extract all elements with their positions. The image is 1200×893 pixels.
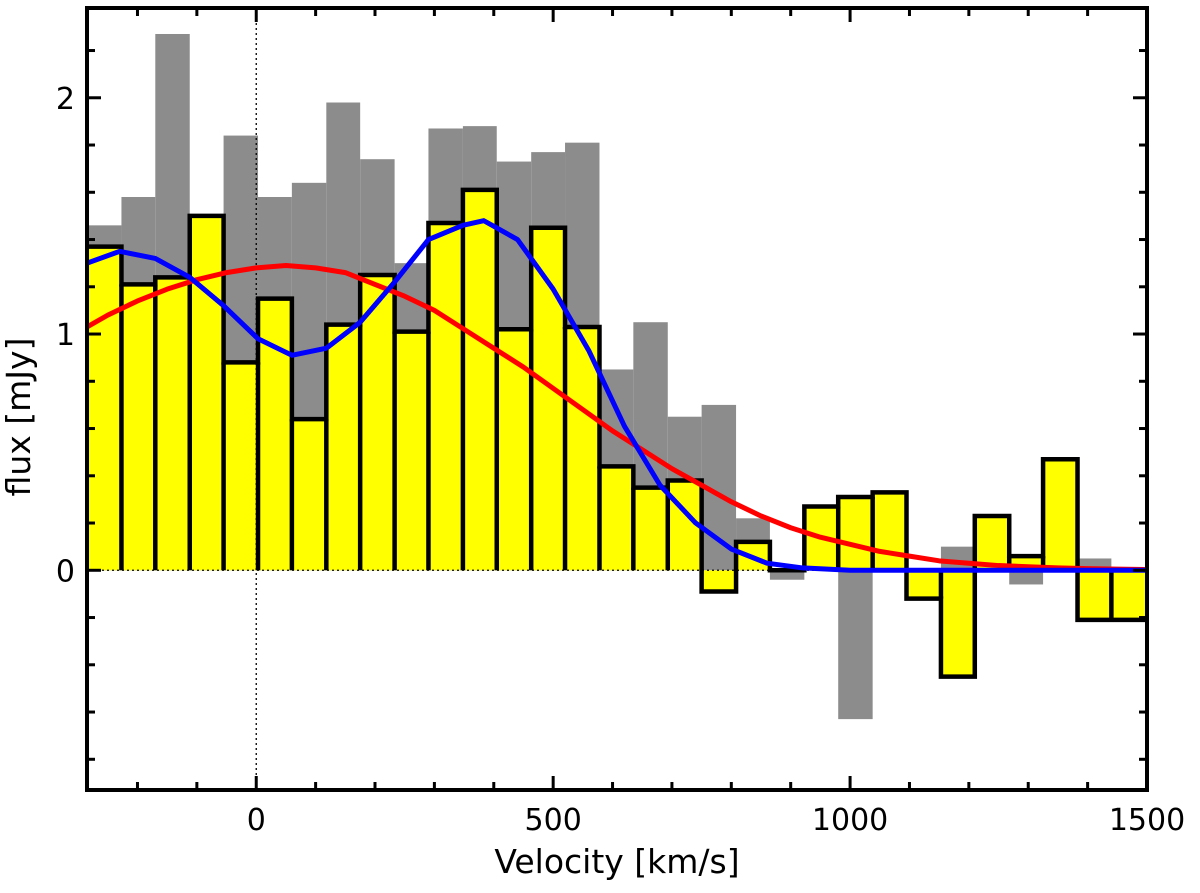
yellow-bar (291, 419, 327, 571)
gray-bar (1077, 558, 1112, 571)
yellow-bar (701, 570, 737, 592)
yellow-bar (599, 466, 634, 571)
axes: 0 500 1000 1500 0 1 2 (56, 6, 1185, 838)
x-tick-label: 0 (247, 803, 266, 838)
step-outline (87, 187, 1147, 679)
yellow-bar (223, 362, 259, 571)
yellow-bar (1043, 459, 1078, 571)
yellow-bar (496, 329, 532, 571)
gray-bar (940, 546, 975, 571)
plot-area (87, 8, 1147, 790)
yellow-bar (940, 570, 975, 677)
x-tick-label: 500 (525, 803, 582, 838)
yellow-bar (189, 215, 224, 571)
yellow-bar (838, 497, 873, 571)
yellow-bar (974, 515, 1010, 571)
y-tick-label: 0 (56, 554, 75, 589)
x-axis-label: Velocity [km/s] (494, 842, 739, 881)
y-tick-label: 1 (56, 318, 75, 353)
blue-fit-line (87, 218, 1147, 573)
yellow-bar (326, 324, 361, 571)
gray-bar (769, 570, 805, 580)
yellow-bar (394, 331, 429, 571)
yellow-bar (155, 277, 190, 571)
yellow-bar (462, 189, 497, 571)
yellow-bar (87, 246, 122, 571)
gray-bar (838, 570, 873, 720)
y-tick-label: 2 (56, 82, 75, 117)
yellow-bar (565, 326, 600, 571)
yellow-bar (428, 222, 463, 571)
x-tick-label: 1000 (812, 803, 888, 838)
yellow-bar (872, 492, 907, 571)
gray-bar (1009, 570, 1044, 585)
yellow-bar (633, 487, 668, 571)
x-tick-label: 1500 (1109, 803, 1185, 838)
plot-frame (85, 6, 1149, 792)
y-axis-label: flux [mJy] (0, 338, 38, 497)
yellow-bar (360, 274, 395, 571)
yellow-bar (121, 284, 156, 571)
red-fit-line (87, 263, 1147, 573)
yellow-bar (1111, 570, 1147, 620)
yellow-bar (1077, 570, 1112, 620)
yellow-bar (906, 570, 941, 599)
